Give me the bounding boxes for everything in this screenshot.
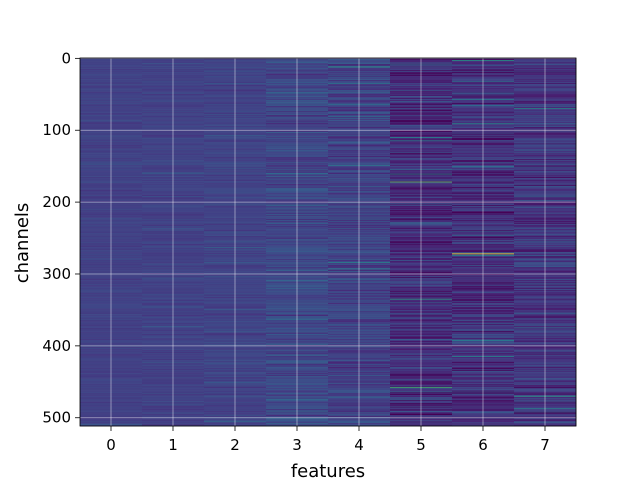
x-axis-label: features bbox=[291, 461, 365, 480]
y-tick-label: 500 bbox=[42, 409, 71, 427]
y-axis-label: channels bbox=[12, 203, 33, 284]
y-tick-label: 100 bbox=[42, 121, 71, 139]
x-tick-label: 4 bbox=[354, 436, 364, 454]
grid-lines bbox=[80, 57, 576, 426]
x-tick-label: 5 bbox=[416, 436, 426, 454]
x-tick-label: 6 bbox=[478, 436, 488, 454]
y-tick-label: 0 bbox=[61, 49, 71, 67]
plot-frame bbox=[79, 57, 577, 427]
y-tick-label: 400 bbox=[42, 337, 71, 355]
y-axis-ticks: 0 100 200 300 400 500 bbox=[42, 49, 80, 427]
y-tick-label: 200 bbox=[42, 193, 71, 211]
x-tick-label: 0 bbox=[106, 436, 116, 454]
x-tick-label: 1 bbox=[168, 436, 178, 454]
x-tick-label: 7 bbox=[540, 436, 550, 454]
heatmap-cells bbox=[80, 58, 577, 427]
x-tick-label: 3 bbox=[292, 436, 302, 454]
x-axis-ticks: 0 1 2 3 4 5 6 7 bbox=[106, 426, 550, 454]
y-tick-label: 300 bbox=[42, 265, 71, 283]
x-tick-label: 2 bbox=[230, 436, 240, 454]
